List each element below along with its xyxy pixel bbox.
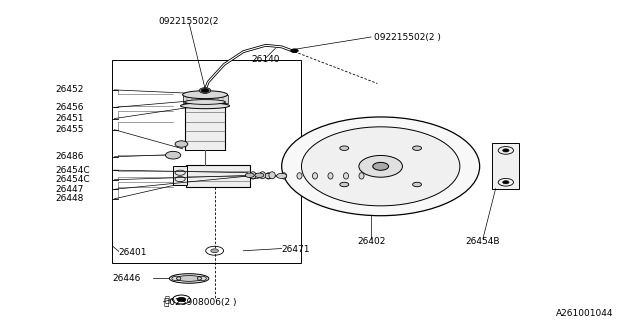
Bar [186,165,250,187]
Circle shape [175,141,188,147]
Circle shape [245,173,254,178]
Text: 26471: 26471 [282,245,310,254]
Text: 26452: 26452 [55,85,83,94]
Circle shape [201,89,209,92]
Ellipse shape [250,172,256,179]
Text: 26455: 26455 [55,125,83,134]
Circle shape [502,149,509,152]
Circle shape [372,162,388,170]
Bar [173,166,187,186]
Ellipse shape [328,173,333,179]
Bar [113,60,301,263]
Circle shape [291,49,298,52]
Text: 092215502(2: 092215502(2 [159,17,220,26]
Ellipse shape [250,173,255,179]
Text: 26451: 26451 [55,114,83,123]
Ellipse shape [297,173,302,179]
Text: 26456: 26456 [55,103,83,112]
Text: 26486: 26486 [55,152,83,161]
Circle shape [340,182,349,187]
Circle shape [264,173,274,179]
Bar [184,103,225,150]
Ellipse shape [176,276,202,281]
Ellipse shape [344,173,349,179]
Bar [492,143,519,189]
Circle shape [199,88,211,93]
Text: 26140: 26140 [252,55,280,64]
Ellipse shape [282,173,287,179]
Ellipse shape [359,173,364,179]
Ellipse shape [312,173,317,179]
Text: 26447: 26447 [55,185,83,194]
Circle shape [255,173,264,178]
Circle shape [413,146,422,150]
Circle shape [502,181,509,184]
Ellipse shape [182,91,228,99]
Text: ⓝ023908006(2 ): ⓝ023908006(2 ) [164,297,236,306]
Text: 26454C: 26454C [55,175,90,184]
Text: Ⓝ: Ⓝ [165,295,170,304]
Text: 26454B: 26454B [465,237,500,246]
Text: 26401: 26401 [119,248,147,257]
Text: A261001044: A261001044 [556,309,614,318]
Bar [182,95,228,103]
Circle shape [301,127,460,206]
Ellipse shape [269,172,275,179]
Circle shape [359,156,403,177]
Ellipse shape [259,172,266,179]
Ellipse shape [180,103,230,109]
Circle shape [276,173,287,179]
Circle shape [340,146,349,150]
Circle shape [177,297,186,302]
Circle shape [413,182,422,187]
Ellipse shape [184,100,225,104]
Text: 26446: 26446 [113,274,141,283]
Circle shape [166,151,180,159]
Text: 26402: 26402 [357,237,385,246]
Circle shape [251,173,261,179]
Ellipse shape [266,173,271,179]
Text: 26448: 26448 [55,194,83,203]
Circle shape [211,249,218,253]
Ellipse shape [170,274,209,283]
Circle shape [282,117,479,216]
Text: 092215502(2 ): 092215502(2 ) [374,33,441,42]
Text: 26454C: 26454C [55,166,90,175]
